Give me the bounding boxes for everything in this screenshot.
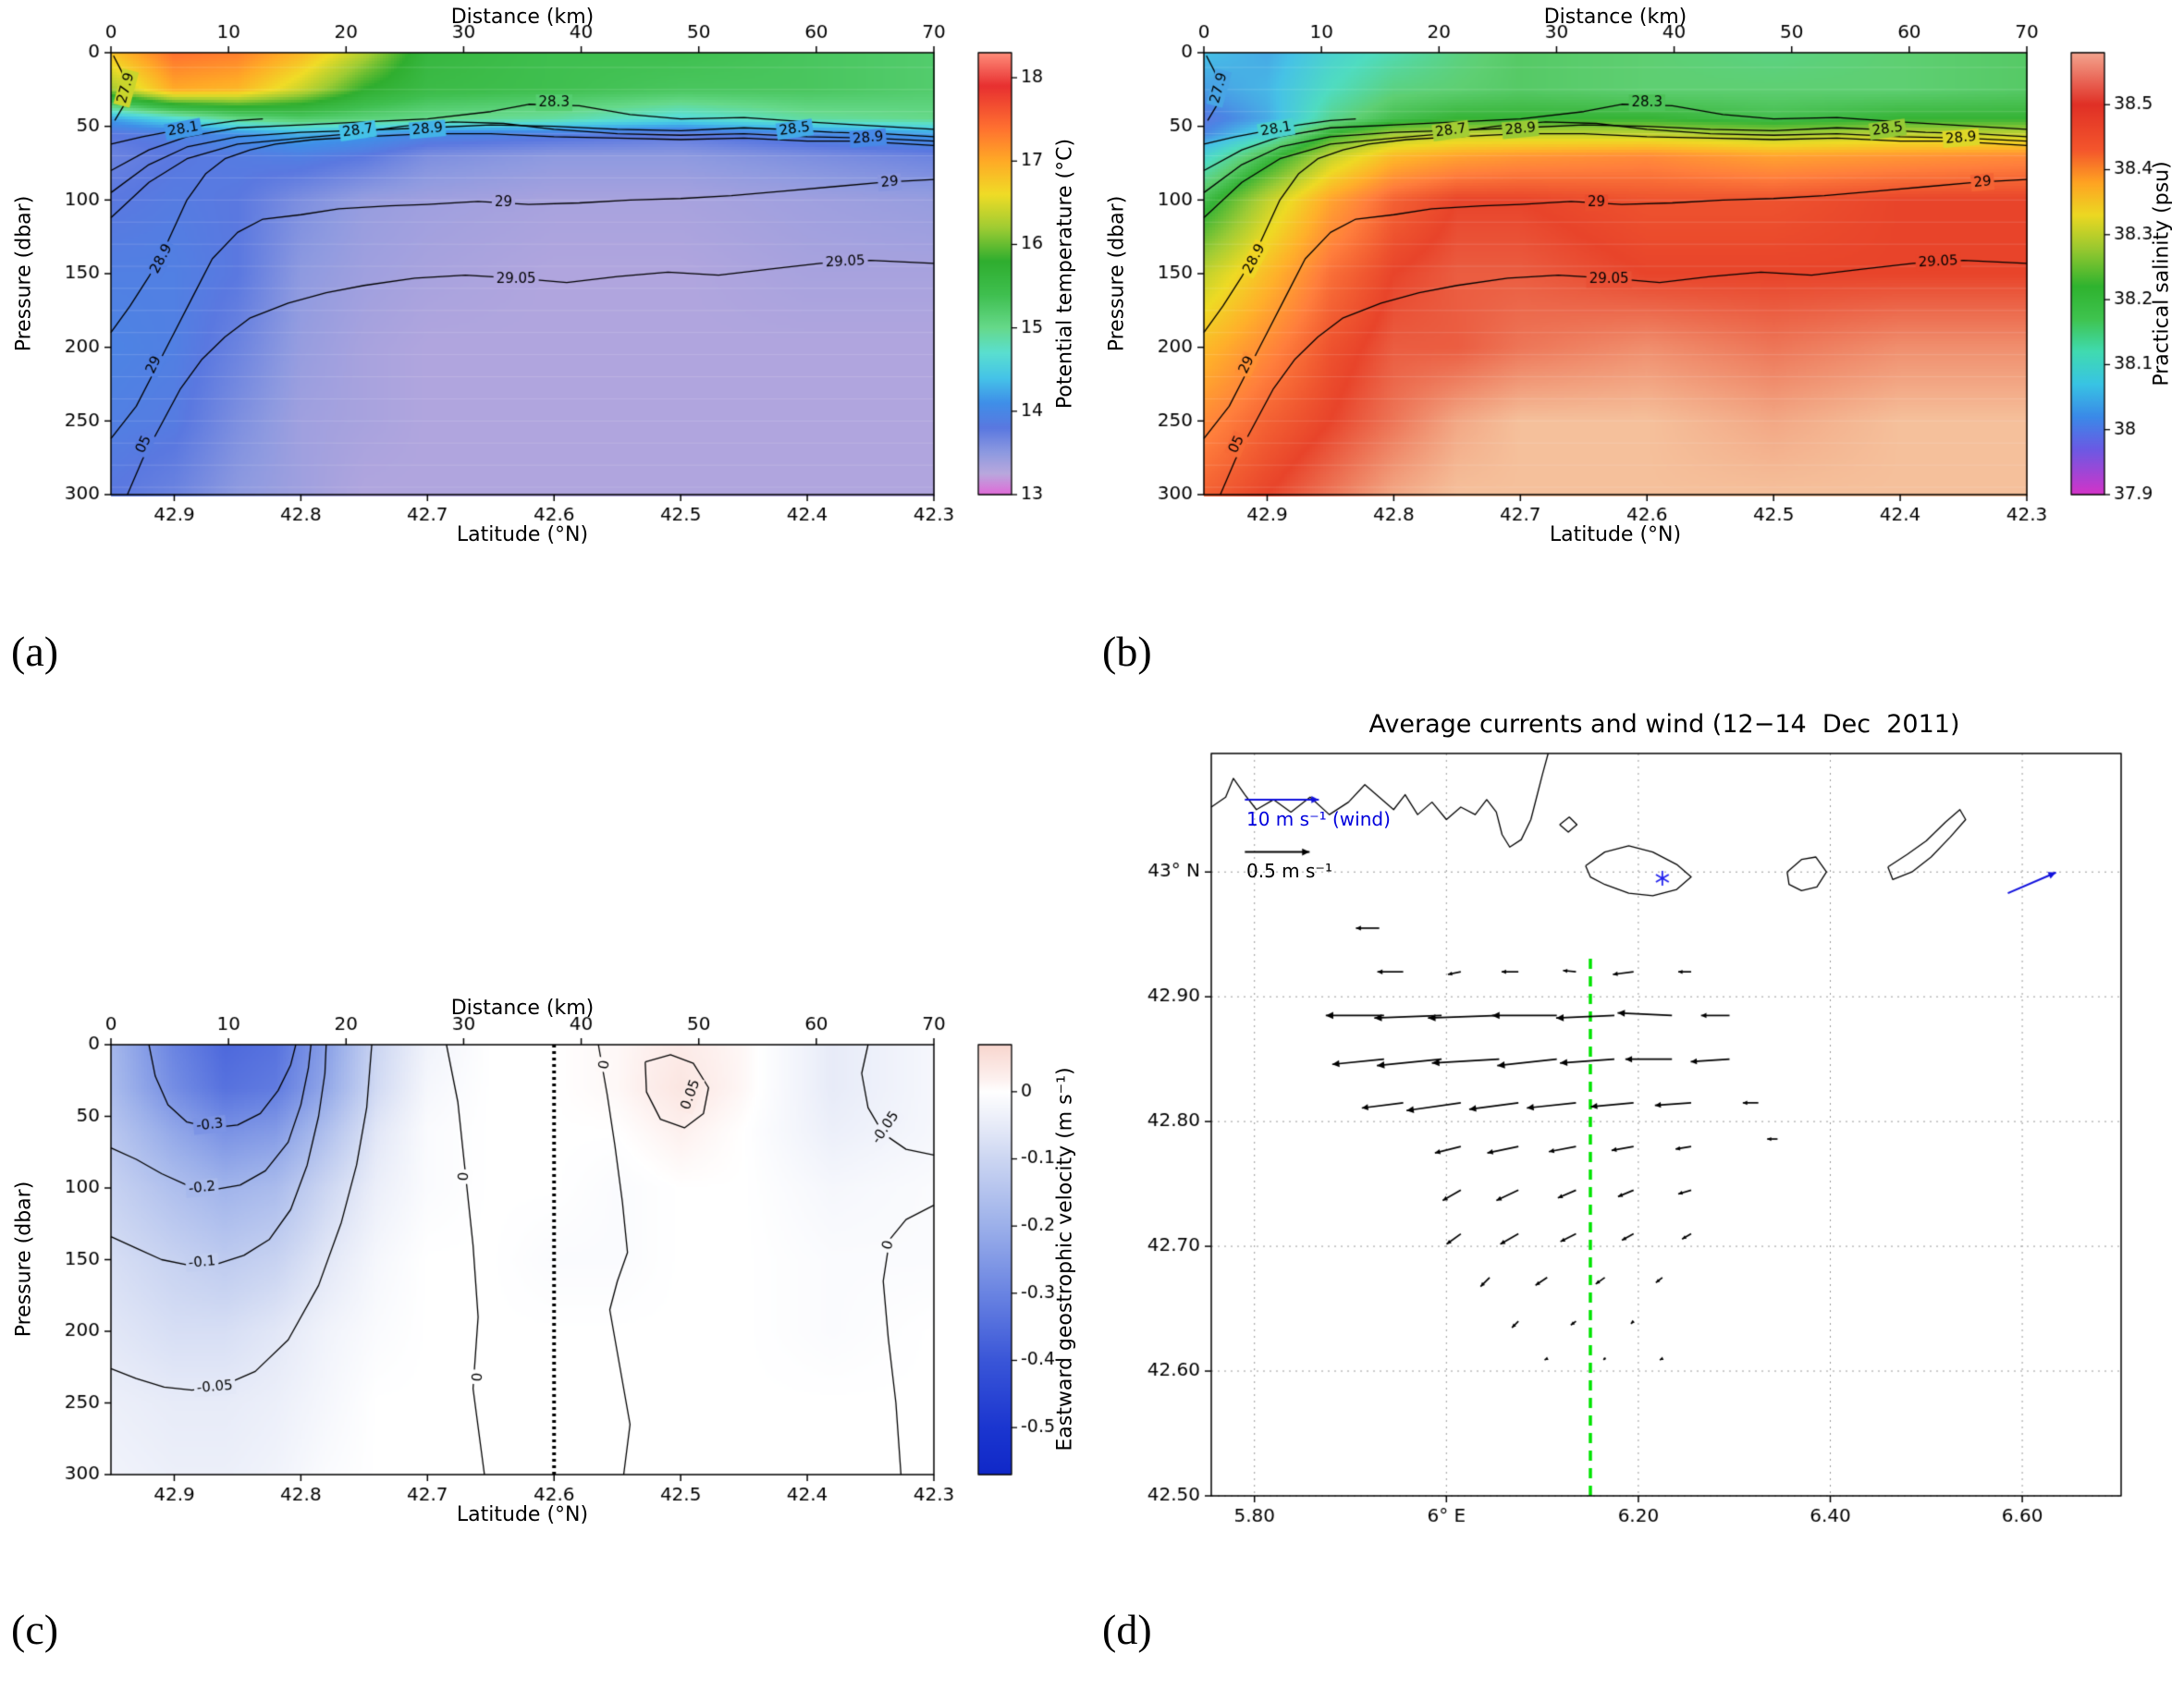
panel-letter-c: (c) [11,1606,59,1653]
panel-b-yaxis-label: Pressure (dbar) [1105,195,1129,352]
panel-b-xaxis-label: Latitude (°N) [1549,523,1682,546]
panel-b-colorbar-label: Practical salinity (psu) [2150,161,2174,386]
panel-c-yaxis-label: Pressure (dbar) [12,1181,36,1338]
panel-b-canvas [1093,0,2182,601]
panel-d-canvas [1096,703,2184,1535]
panel-a-xaxis-label: Latitude (°N) [456,523,589,546]
panel-a-colorbar-label: Potential temperature (°C) [1053,138,1077,410]
panel-c-colorbar-label: Eastward geostrophic velocity (m s⁻¹) [1053,1067,1077,1451]
panel-a-yaxis-label: Pressure (dbar) [12,195,36,352]
panel-c-canvas [0,980,1091,1553]
panel-a-canvas [0,0,1091,601]
wind-scale-label: 10 m s⁻¹ (wind) [1246,808,1391,830]
panel-c-xaxis-label: Latitude (°N) [456,1503,589,1526]
panel-d-title: Average currents and wind (12−14 Dec 201… [1368,710,1960,739]
panel-letter-a: (a) [11,628,59,675]
current-scale-label: 0.5 m s⁻¹ [1246,860,1332,882]
panel-b-top-axis-label: Distance (km) [1543,6,1687,29]
panel-letter-b: (b) [1102,628,1152,675]
panel-a-top-axis-label: Distance (km) [450,6,595,29]
panel-letter-d: (d) [1102,1606,1152,1653]
panel-c-top-axis-label: Distance (km) [450,997,595,1020]
